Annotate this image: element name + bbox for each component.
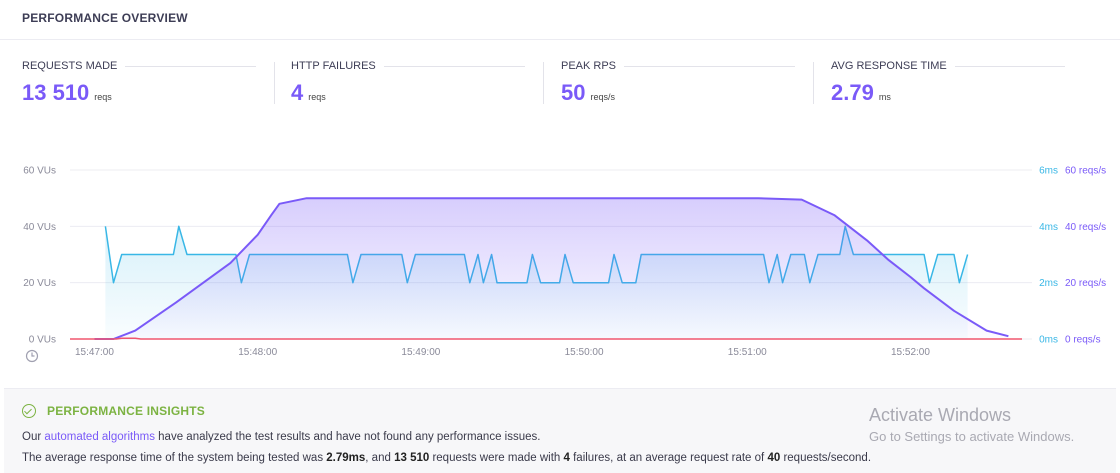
insights-detail-line: The average response time of the system … — [22, 452, 872, 464]
metric-peak-rps: PEAK RPS 50 reqs/s — [561, 58, 795, 108]
check-circle-icon — [22, 404, 36, 418]
performance-chart[interactable]: 0 VUs 20 VUs 40 VUs 60 VUs 0ms 2ms 4ms 6ms 0 req… — [0, 150, 1120, 370]
failures-line — [70, 337, 1022, 340]
metric-divider-line — [291, 66, 525, 67]
vus-area — [94, 198, 1009, 339]
y-right-ms-tick-label: 2ms — [1039, 278, 1058, 289]
metric-divider-line — [22, 66, 256, 67]
x-tick-label: 15:48:00 — [238, 347, 277, 358]
y-right-rps-tick-label: 20 reqs/s — [1065, 278, 1106, 289]
metric-separator — [543, 62, 544, 104]
y-right-rps-tick-label: 0 reqs/s — [1065, 335, 1101, 346]
chart-axis-labels: 0 VUs 20 VUs 40 VUs 60 VUs 0ms 2ms 4ms 6ms 0 req… — [23, 166, 1106, 359]
y-right-ms-tick-label: 4ms — [1039, 222, 1058, 233]
insights-header: PERFORMANCE INSIGHTS — [22, 404, 205, 418]
metric-value: 13 510 reqs — [22, 80, 112, 105]
metric-label: REQUESTS MADE — [22, 60, 126, 72]
y-right-ms-tick-label: 0ms — [1039, 335, 1058, 346]
y-tick-label: 20 VUs — [23, 278, 56, 289]
insights-summary-line: Our automated algorithms have analyzed t… — [22, 431, 541, 443]
chart-series — [70, 197, 1022, 340]
y-right-ms-tick-label: 6ms — [1039, 166, 1058, 177]
y-tick-label: 40 VUs — [23, 222, 56, 233]
windows-activation-watermark: Activate Windows Go to Settings to activ… — [869, 405, 1074, 444]
vus-line — [94, 197, 1009, 340]
metric-value: 2.79 ms — [831, 80, 891, 105]
metric-unit: reqs — [308, 92, 326, 102]
x-tick-label: 15:50:00 — [565, 347, 604, 358]
y-right-rps-tick-label: 60 reqs/s — [1065, 166, 1106, 177]
insights-title: PERFORMANCE INSIGHTS — [47, 404, 206, 418]
metric-separator — [813, 62, 814, 104]
metric-separator — [274, 62, 275, 104]
metric-unit: reqs — [94, 92, 112, 102]
metric-value: 50 reqs/s — [561, 80, 615, 105]
overview-header: PERFORMANCE OVERVIEW — [0, 0, 1120, 40]
metric-label: PEAK RPS — [561, 60, 625, 72]
y-right-rps-tick-label: 40 reqs/s — [1065, 222, 1106, 233]
clock-icon — [25, 349, 39, 363]
metric-divider-line — [561, 66, 795, 67]
metric-unit: ms — [878, 92, 891, 102]
x-tick-label: 15:47:00 — [75, 347, 114, 358]
watermark-title: Activate Windows — [869, 405, 1012, 425]
metric-label: AVG RESPONSE TIME — [831, 60, 955, 72]
metric-label: HTTP FAILURES — [291, 60, 384, 72]
x-tick-label: 15:52:00 — [891, 347, 930, 358]
metric-http-failures: HTTP FAILURES 4 reqs — [291, 58, 525, 108]
metric-value: 4 reqs — [291, 80, 326, 105]
watermark-subtitle: Go to Settings to activate Windows. — [869, 429, 1075, 444]
automated-algorithms-link[interactable]: automated algorithms — [44, 431, 155, 443]
metric-avg-response-time: AVG RESPONSE TIME 2.79 ms — [831, 58, 1065, 108]
performance-insights-panel: PERFORMANCE INSIGHTS Our automated algor… — [4, 388, 1116, 473]
page-title: PERFORMANCE OVERVIEW — [22, 11, 188, 25]
x-tick-label: 15:49:00 — [401, 347, 440, 358]
y-tick-label: 60 VUs — [23, 166, 56, 177]
y-tick-label: 0 VUs — [29, 335, 56, 346]
x-tick-label: 15:51:00 — [728, 347, 767, 358]
metric-requests-made: REQUESTS MADE 13 510 reqs — [22, 58, 256, 108]
metric-unit: reqs/s — [590, 92, 615, 102]
